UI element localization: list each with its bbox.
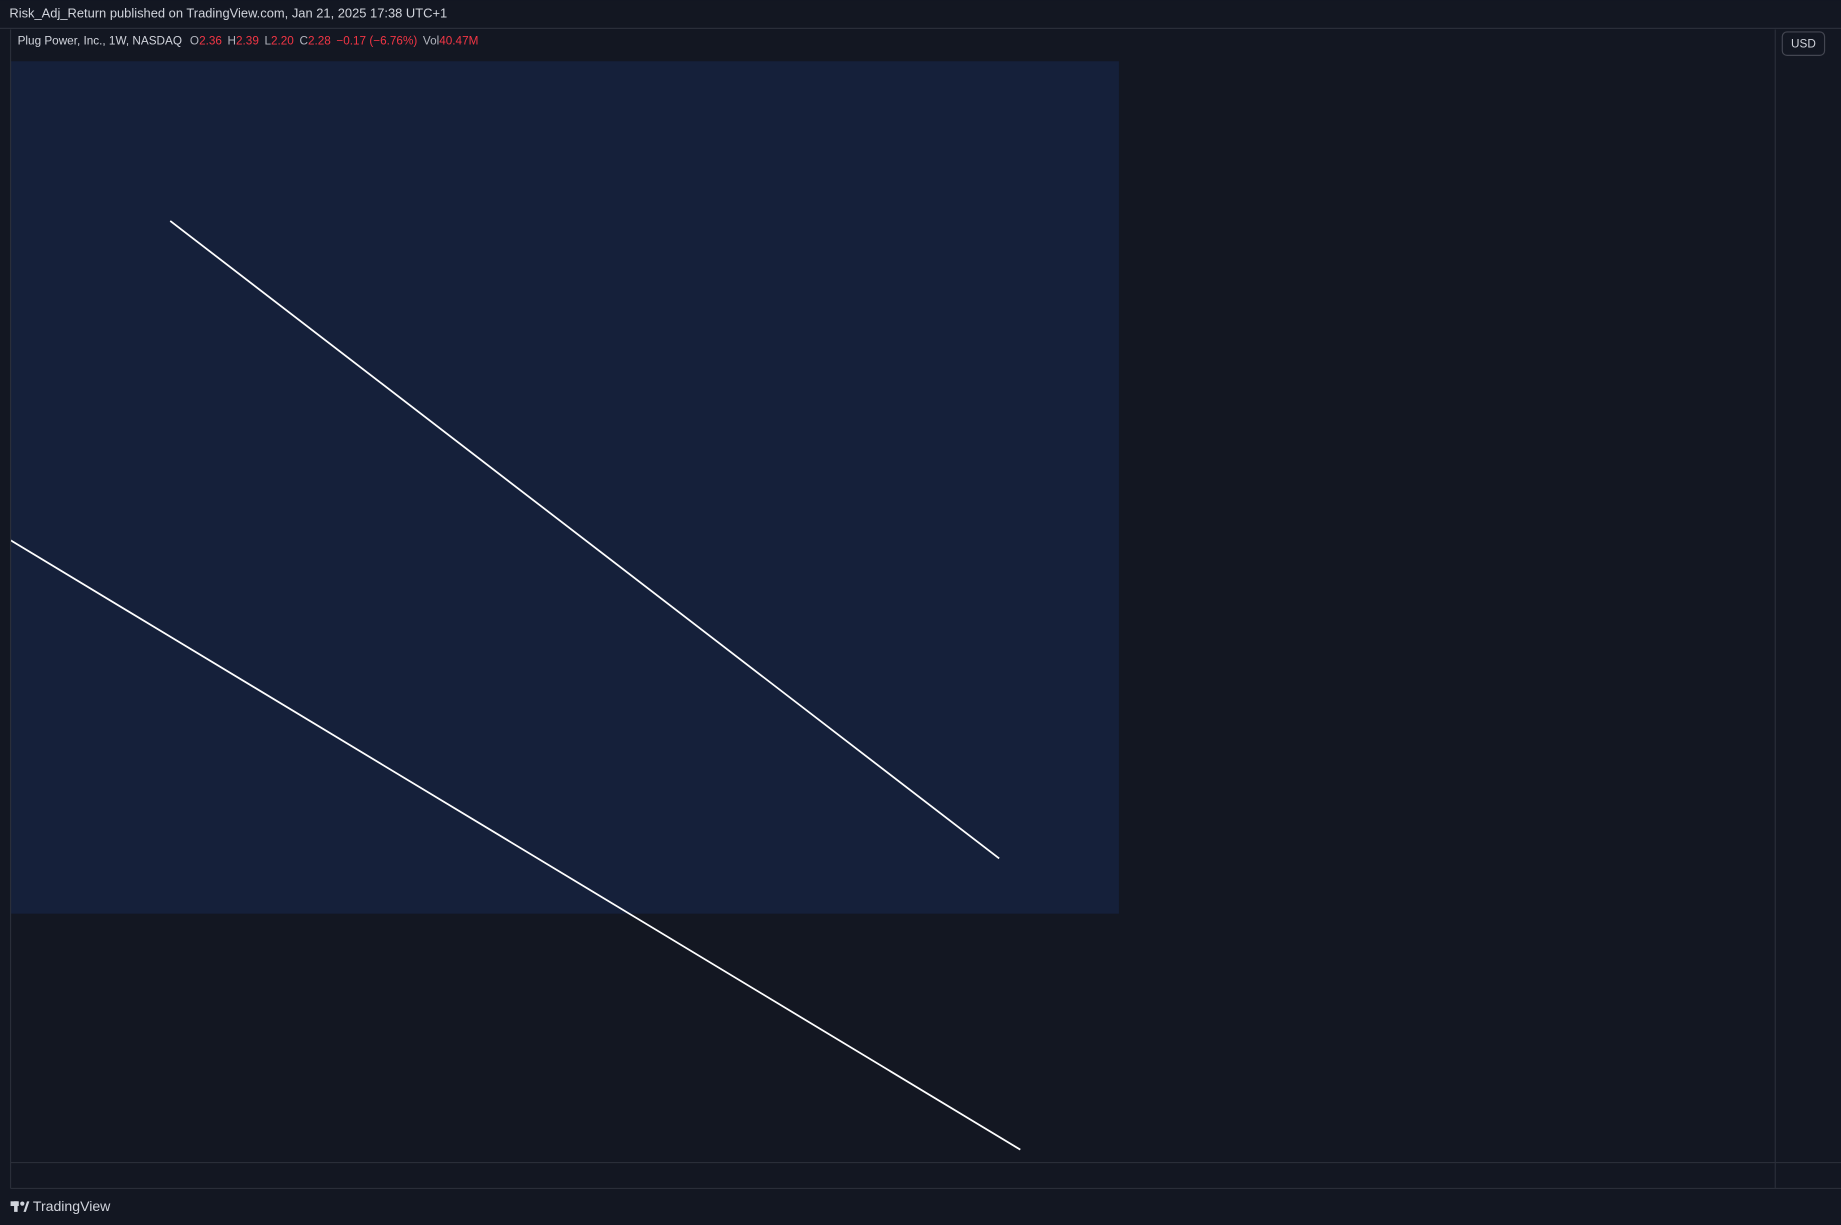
footer-text: TradingView (33, 1198, 111, 1214)
legend-value: 2.28 (308, 34, 331, 47)
legend-value: 2.36 (199, 34, 222, 47)
symbol: Plug Power, Inc., 1W, NASDAQ (18, 34, 182, 47)
legend-value: 2.39 (236, 34, 259, 47)
logo-part (20, 1201, 25, 1206)
currency-label[interactable]: USD (1791, 37, 1816, 50)
legend-label: L (264, 34, 271, 47)
legend-label: Vol (423, 34, 439, 47)
logo-part (14, 1201, 18, 1212)
trend-line (169, 220, 1000, 860)
legend-label: C (299, 34, 308, 47)
logo-part (23, 1201, 30, 1212)
trend-line (10, 539, 1021, 1151)
legend: Plug Power, Inc., 1W, NASDAQ O2.36 H2.39… (18, 34, 479, 47)
legend-label: H (228, 34, 236, 47)
header-text: Risk_Adj_Return published on TradingView… (9, 6, 447, 21)
legend-change: −0.17 (−6.76%) (336, 34, 417, 47)
legend-label: O (190, 34, 199, 47)
currency-button[interactable] (1781, 31, 1826, 56)
legend-volume: 40.47M (439, 34, 478, 47)
legend-value: 2.20 (271, 34, 294, 47)
footer-logo (10, 1201, 30, 1212)
range-highlight (10, 61, 1119, 914)
